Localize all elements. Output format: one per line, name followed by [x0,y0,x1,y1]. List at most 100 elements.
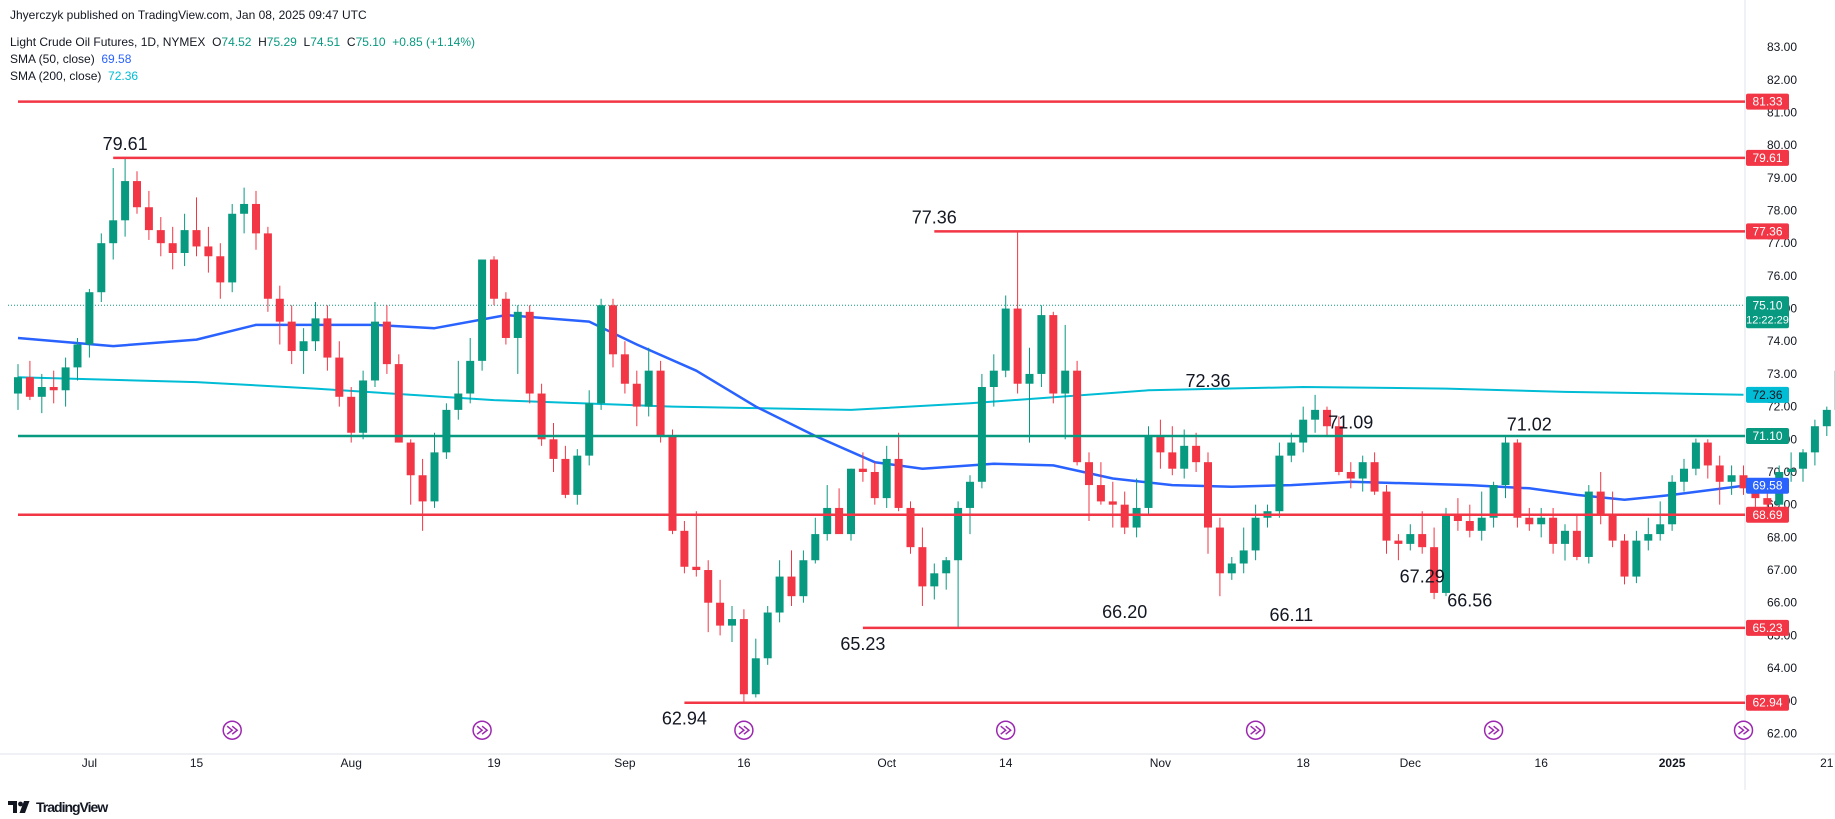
candle-body [252,203,260,234]
level-tag [1746,223,1789,240]
time-tick-label: Dec [1400,756,1421,770]
high-label: H [258,35,267,49]
candle-body [1691,442,1700,469]
candle-body [1477,517,1486,531]
candle-body [739,619,748,695]
candle [906,501,915,554]
candle [966,475,974,535]
candle [144,190,153,240]
price-annotation: 72.36 [1185,371,1230,391]
candle-body [1180,445,1189,469]
candle-body [1382,491,1391,541]
candle [1239,527,1248,574]
candle [918,527,927,606]
candle-body [1787,468,1796,472]
candle-body [263,233,272,299]
candle [240,187,249,234]
candle [204,226,213,273]
candle [275,285,284,345]
candle [133,171,141,214]
candle [1334,416,1343,476]
price-tick-label: 78.00 [1767,204,1797,218]
level-tag-label: 62.94 [1752,696,1782,710]
candle-body [371,321,379,381]
candle [501,292,510,345]
candle [180,213,189,267]
candle-body [1013,308,1022,384]
publisher-line: Jhyerczyk published on TradingView.com, … [10,8,367,22]
candle-body [430,452,439,502]
level-tag-label: 71.10 [1752,429,1782,443]
fast-forward-circle-icon [1733,720,1754,740]
candle-body [133,181,141,208]
candle [442,403,451,459]
candle [311,302,320,352]
candle [228,203,237,293]
candle-body [1287,442,1296,456]
candle [763,605,772,665]
candle [1656,501,1665,541]
candle-body [1132,507,1141,528]
candle-body [168,243,177,253]
candle-body [287,321,296,352]
candle-body [192,230,201,247]
candle-body [977,387,986,482]
candle-body [1596,491,1605,515]
candle [989,354,998,407]
candle [728,605,736,642]
candle-body [1549,517,1558,544]
candle-body [1822,409,1831,427]
candle-body [1037,315,1046,374]
candle [323,305,332,371]
price-tick-label: 73.00 [1767,367,1797,381]
candle [1608,491,1617,548]
candle-body [716,602,725,626]
candle-body [894,458,903,508]
candle-body [847,468,855,535]
last-price-label: 75.10 [1752,298,1782,312]
price-annotation: 66.11 [1269,605,1313,625]
candle-body [478,259,487,361]
candle [382,305,391,374]
candle [632,370,641,427]
candle [1668,475,1677,531]
symbol-legend[interactable]: Light Crude Oil Futures, 1D, NYMEX O74.5… [10,35,475,49]
candle-body [240,203,249,214]
sma200-legend[interactable]: SMA (200, close) 72.36 [10,69,138,83]
candle-body [347,396,356,433]
candle-body [97,243,106,293]
time-tick-label: Nov [1150,756,1171,770]
candle [1513,439,1522,528]
time-tick-label: 16 [737,756,751,770]
candle [847,468,855,541]
symbol-name: Light Crude Oil Futures, 1D, NYMEX [10,35,206,49]
close-value: 75.10 [355,35,386,49]
level-tag-label: 77.36 [1752,224,1782,238]
time-tick-label: 16 [1535,756,1549,770]
candle-body [799,560,808,597]
sma50-legend[interactable]: SMA (50, close) 69.58 [10,52,131,66]
candle-body [37,387,46,397]
candle [371,302,379,387]
price-annotation: 79.61 [103,134,148,154]
candle [716,579,725,636]
candle [1323,406,1331,437]
candle [942,556,951,590]
candle-body [1715,465,1724,482]
candle-body [359,380,368,433]
candle [490,256,498,306]
candle [1537,507,1546,538]
candle-body [1418,534,1427,548]
price-annotation: 62.94 [662,709,707,729]
candle-body [1215,527,1224,574]
candle-body [1406,534,1415,544]
candle-body [228,213,237,283]
price-chart[interactable]: 62.0063.0064.0065.0066.0067.0068.0069.00… [0,0,1835,790]
candle-body [180,230,189,253]
candle [454,360,463,420]
candle [1168,426,1177,476]
candle-body [835,507,844,535]
sma200-line [17,376,1744,411]
candle-body [1001,308,1010,371]
sma-tag-label: 72.36 [1752,388,1782,402]
